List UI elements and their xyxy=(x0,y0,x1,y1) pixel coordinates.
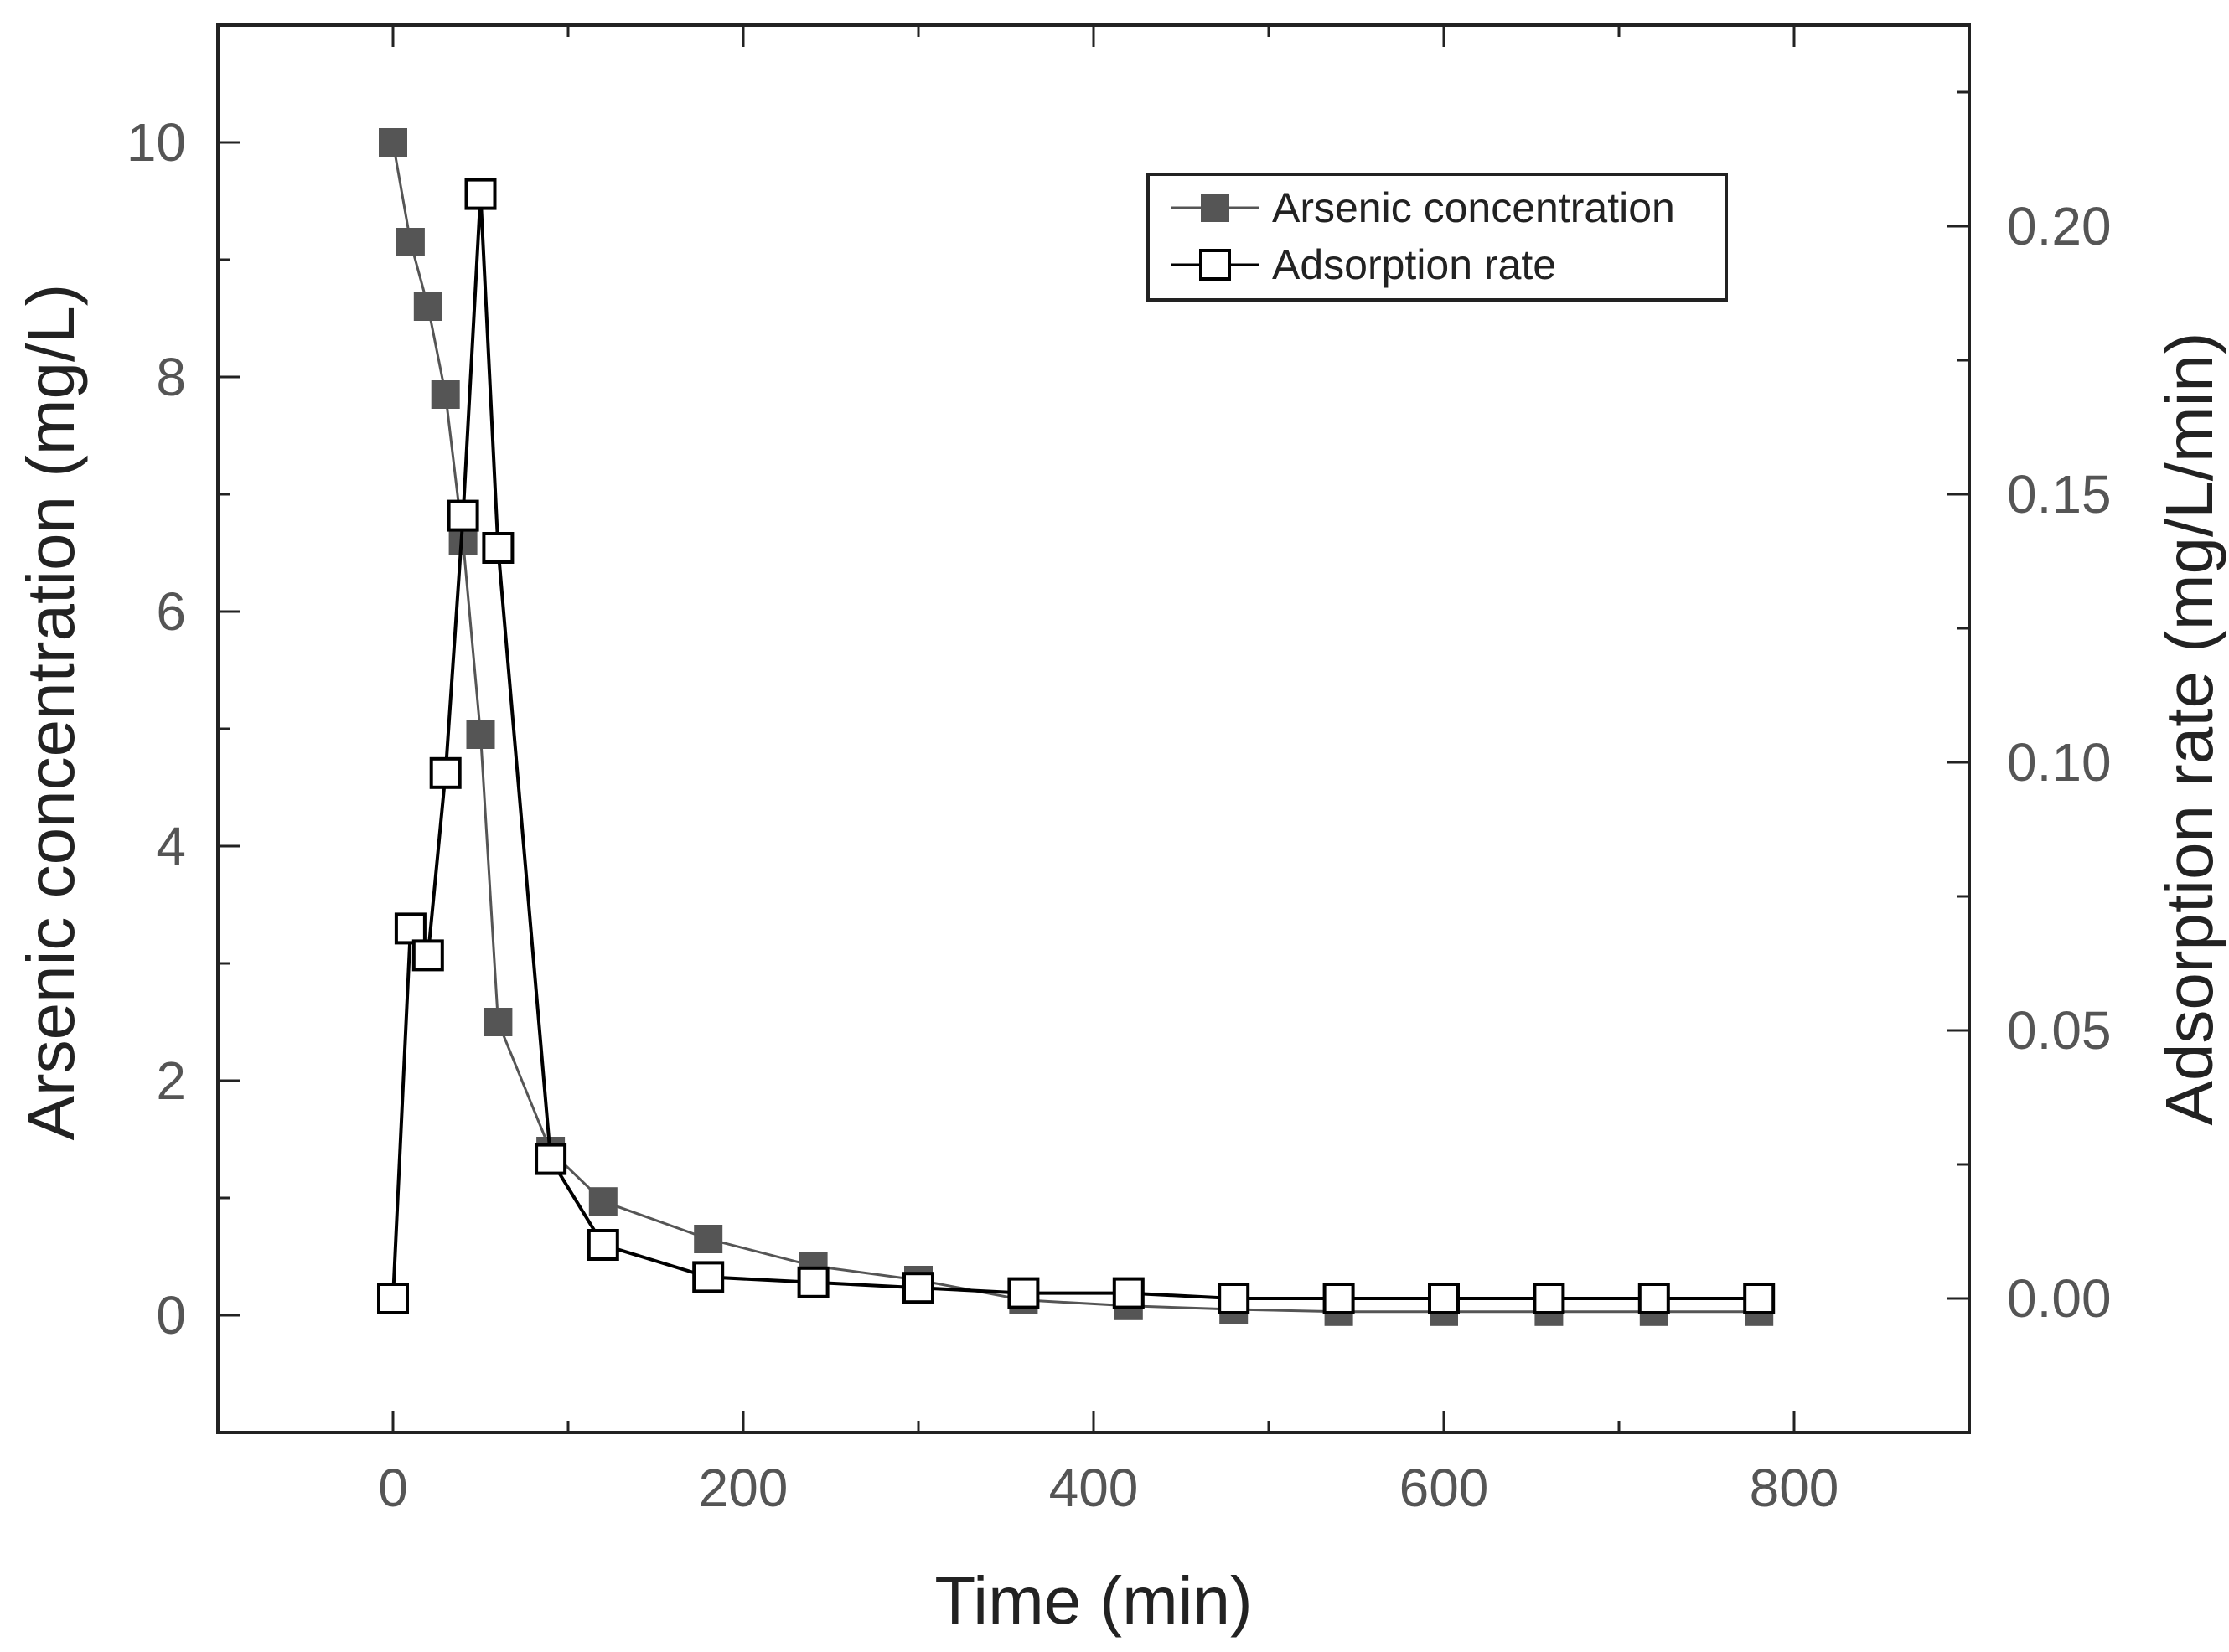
adsorption-rate-point xyxy=(464,178,497,210)
adsorption-rate-point xyxy=(1637,1283,1670,1314)
adsorption-rate-point xyxy=(447,499,479,532)
y-right-tick-label: 0.20 xyxy=(2007,196,2112,256)
x-tick-label: 200 xyxy=(699,1458,789,1518)
legend-box xyxy=(1146,173,1728,302)
arsenic-concentration-point xyxy=(588,1187,618,1216)
y-left-axis-title: Arsenic concentration (mg/L) xyxy=(13,284,88,1141)
arsenic-concentration-point xyxy=(413,292,442,321)
adsorption-rate-point xyxy=(535,1143,567,1175)
adsorption-rate-point xyxy=(902,1272,934,1304)
adsorption-rate-point xyxy=(1743,1283,1776,1314)
y-left-tick-label: 6 xyxy=(156,581,186,642)
adsorption-rate-point xyxy=(429,756,462,789)
y-left-tick-label: 4 xyxy=(156,816,186,876)
arsenic-concentration-point xyxy=(466,720,495,749)
adsorption-rate-line xyxy=(391,194,1760,1300)
y-right-tick-label: 0.15 xyxy=(2007,464,2112,524)
adsorption-rate-point xyxy=(1428,1283,1460,1314)
y-right-axis-title: Adsorption rate (mg/L/min) xyxy=(2152,332,2226,1125)
adsorption-rate-point xyxy=(411,939,444,972)
adsorption-rate-point xyxy=(797,1266,830,1298)
arsenic-concentration-point xyxy=(396,228,425,256)
x-axis-title: Time (min) xyxy=(934,1563,1252,1638)
y-right-tick-label: 0.05 xyxy=(2007,1000,2112,1061)
adsorption-rate-point xyxy=(394,912,427,945)
adsorption-rate-point xyxy=(1533,1283,1565,1314)
x-tick-label: 400 xyxy=(1049,1458,1139,1518)
adsorption-rate-point xyxy=(587,1229,619,1261)
x-tick-label: 0 xyxy=(378,1458,408,1518)
y-left-tick-label: 2 xyxy=(156,1051,186,1111)
adsorption-rate-point xyxy=(1112,1277,1145,1309)
legend-marker-adsorption xyxy=(1199,249,1231,281)
legend-marker-arsenic xyxy=(1201,194,1229,222)
y-right-tick-label: 0.00 xyxy=(2007,1268,2112,1329)
legend-label-arsenic: Arsenic concentration xyxy=(1272,184,1675,231)
adsorption-rate-point xyxy=(482,532,515,564)
legend: Arsenic concentration Adsorption rate xyxy=(1146,173,1728,302)
x-tick-label: 600 xyxy=(1399,1458,1489,1518)
arsenic-concentration-point xyxy=(484,1008,513,1036)
arsenic-concentration-point xyxy=(694,1225,723,1253)
legend-label-adsorption: Adsorption rate xyxy=(1272,241,1556,288)
y-left-tick-label: 0 xyxy=(156,1285,186,1345)
arsenic-concentration-point xyxy=(379,128,407,157)
adsorption-rate-point xyxy=(692,1261,725,1293)
adsorption-rate-point xyxy=(1007,1277,1040,1309)
y-right-tick-label: 0.10 xyxy=(2007,732,2112,792)
ticks-layer: 0 200 400 600 800 0 2 4 6 8 10 0.00 0.05 0.10 0.15 0.20 xyxy=(127,23,2112,1518)
y-left-tick-label: 10 xyxy=(127,112,186,173)
series-layer xyxy=(377,128,1776,1326)
adsorption-rate-point xyxy=(1322,1283,1355,1314)
x-tick-label: 800 xyxy=(1750,1458,1839,1518)
adsorption-rate-point xyxy=(377,1283,409,1314)
arsenic-concentration-point xyxy=(431,380,460,409)
adsorption-rate-point xyxy=(1218,1283,1250,1314)
arsenic-concentration-line xyxy=(391,142,1760,1314)
y-left-tick-label: 8 xyxy=(156,347,186,407)
